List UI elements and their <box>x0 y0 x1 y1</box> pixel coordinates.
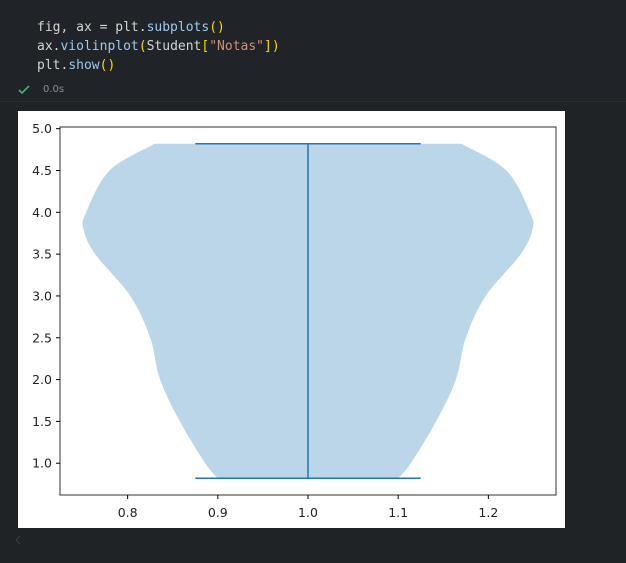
y-tick-label: 5.0 <box>32 121 52 136</box>
code-line: plt.show() <box>37 58 116 73</box>
success-check <box>18 85 30 95</box>
x-tick-label: 1.1 <box>388 505 408 520</box>
code-line: fig, ax = plt.subplots() <box>37 20 225 35</box>
y-tick-label: 3.5 <box>32 247 52 262</box>
code-cell[interactable]: fig, ax = plt.subplots() ax.violinplot(St… <box>0 0 626 102</box>
y-tick-label: 2.5 <box>32 330 52 345</box>
y-tick-label: 4.5 <box>32 163 52 178</box>
x-tick-label: 0.9 <box>208 505 228 520</box>
scroll-arrow[interactable] <box>13 534 23 546</box>
y-tick-label: 1.0 <box>32 456 52 471</box>
code: fig, ax = plt.subplots() ax.violinplot(St… <box>37 18 280 75</box>
x-tick-label: 0.8 <box>118 505 138 520</box>
chart: 0.8 0.9 1.0 1.1 1.2 1.0 1.5 2.0 2.5 3.0 3.5 4.0 4.5 5… <box>32 121 557 520</box>
code-line: ax.violinplot(Student["Notas"]) <box>37 39 280 54</box>
exec-time: 0.0s <box>43 84 65 95</box>
y-tick-label: 4.0 <box>32 205 52 220</box>
y-tick-label: 3.0 <box>32 288 52 303</box>
x-tick-label: 1.0 <box>298 505 318 520</box>
output: 0.8 0.9 1.0 1.1 1.2 1.0 1.5 2.0 2.5 3.0 3.5 4.0 4.5 5… <box>18 111 565 528</box>
x-tick-label: 1.2 <box>478 505 498 520</box>
y-tick-label: 1.5 <box>32 414 52 429</box>
y-tick-label: 2.0 <box>32 372 52 387</box>
